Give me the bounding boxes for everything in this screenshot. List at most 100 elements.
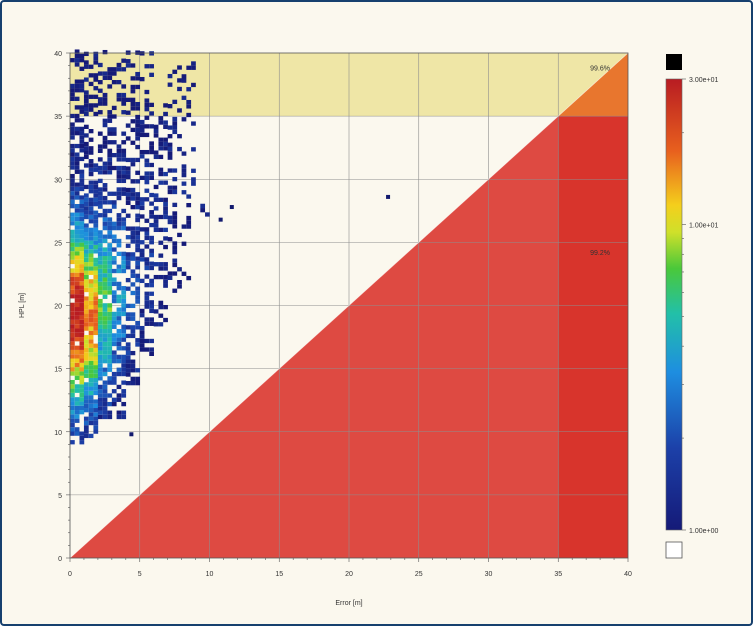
- density-cell: [116, 144, 122, 149]
- density-cell: [130, 192, 136, 197]
- density-cell: [74, 234, 80, 239]
- density-cell: [149, 252, 154, 258]
- density-cell: [74, 397, 80, 402]
- density-cell: [163, 262, 168, 267]
- y-tick-label: 30: [54, 177, 62, 184]
- density-cell: [125, 110, 131, 115]
- density-cell: [107, 380, 113, 385]
- density-cell: [74, 152, 80, 157]
- density-cell: [121, 371, 127, 377]
- density-cell: [88, 287, 94, 293]
- density-cell: [88, 330, 94, 336]
- density-cell: [97, 238, 103, 244]
- density-cell: [167, 134, 173, 139]
- density-cell: [83, 141, 89, 147]
- density-cell: [167, 155, 173, 160]
- density-cell: [93, 236, 99, 241]
- density-cell: [107, 170, 113, 175]
- density-cell: [79, 251, 85, 256]
- density-cell: [88, 382, 94, 387]
- density-cell: [121, 58, 127, 63]
- density-cell: [93, 56, 99, 61]
- density-cell: [79, 173, 85, 179]
- density-cell: [88, 137, 94, 142]
- density-cell: [139, 347, 145, 352]
- density-cell: [93, 408, 99, 413]
- density-cell: [83, 347, 89, 353]
- density-cell: [70, 143, 75, 149]
- density-cell: [144, 244, 150, 249]
- density-cell: [70, 135, 75, 140]
- density-cell: [121, 286, 127, 291]
- density-cell: [102, 371, 108, 377]
- density-cell: [130, 76, 136, 81]
- density-cell: [102, 217, 108, 222]
- density-cell: [135, 114, 141, 120]
- density-cell: [102, 225, 108, 231]
- density-cell: [97, 389, 103, 394]
- density-cell: [70, 401, 75, 406]
- density-cell: [70, 414, 75, 419]
- density-cell: [88, 253, 94, 258]
- density-cell: [135, 235, 141, 240]
- density-cell: [158, 141, 164, 147]
- density-cell: [158, 262, 164, 267]
- x-tick-labels: 0 5 10 15 20 25 30 35 40: [68, 571, 632, 578]
- density-cell: [130, 290, 136, 296]
- density-cell: [167, 168, 173, 173]
- density-cell: [97, 264, 103, 269]
- density-cell: [74, 276, 80, 282]
- density-cell: [144, 261, 150, 266]
- density-cell: [74, 182, 80, 187]
- density-cell: [97, 290, 103, 295]
- density-cell: [93, 232, 99, 237]
- density-cell: [88, 403, 94, 409]
- density-cell: [97, 354, 103, 360]
- density-cell: [111, 80, 117, 85]
- x-tick-label: 0: [68, 571, 72, 578]
- density-cell: [125, 166, 131, 171]
- density-cell: [102, 165, 108, 171]
- density-cell: [79, 324, 85, 329]
- density-cell: [102, 316, 108, 321]
- density-cell: [121, 311, 127, 317]
- density-cell: [121, 393, 127, 398]
- density-cell: [158, 274, 164, 280]
- density-cell: [130, 312, 136, 317]
- density-cell: [74, 315, 80, 320]
- density-cell: [125, 192, 131, 197]
- density-cell: [177, 146, 182, 152]
- density-cell: [111, 191, 117, 196]
- density-cell: [83, 193, 89, 198]
- density-cell: [79, 440, 85, 445]
- density-cell: [158, 300, 164, 305]
- density-cell: [102, 277, 108, 282]
- density-cell: [139, 197, 145, 202]
- density-cell: [88, 167, 94, 172]
- density-cell: [93, 210, 99, 215]
- density-cell: [97, 131, 103, 136]
- density-cell: [107, 247, 113, 252]
- density-cell: [97, 213, 103, 218]
- density-cell: [111, 221, 117, 226]
- density-cell: [93, 249, 99, 254]
- density-cell: [191, 65, 196, 70]
- density-cell: [135, 119, 141, 124]
- density-cell: [121, 92, 127, 98]
- density-cell: [163, 266, 168, 271]
- density-cell: [93, 292, 99, 297]
- density-cell: [102, 238, 108, 244]
- density-cell: [93, 399, 99, 404]
- density-cell: [116, 148, 122, 153]
- density-cell: [107, 376, 113, 381]
- density-cell: [70, 422, 75, 428]
- density-cell: [93, 300, 99, 305]
- density-cell: [79, 148, 85, 153]
- density-cell: [88, 257, 94, 263]
- density-cell: [149, 214, 154, 219]
- density-cell: [107, 157, 113, 162]
- density-cell: [102, 97, 108, 102]
- density-cell: [130, 140, 136, 145]
- density-cell: [83, 433, 89, 439]
- density-cell: [88, 347, 94, 353]
